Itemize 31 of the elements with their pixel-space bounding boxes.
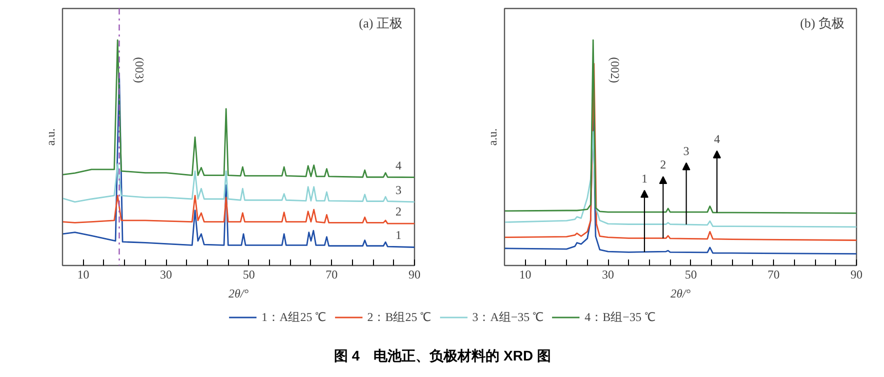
annotation: 2 (660, 158, 666, 172)
x-tick-label: 30 (602, 268, 614, 282)
annotation: 4 (714, 132, 720, 146)
caption: 图 4 电池正、负极材料的 XRD 图 (334, 348, 552, 364)
annotation: 2 (396, 204, 402, 219)
x-tick-label: 30 (160, 268, 172, 282)
x-tick-label: 90 (850, 268, 862, 282)
x-tick-label: 10 (77, 268, 90, 282)
legend-label: 1：A组25 ℃ (262, 308, 326, 326)
chart-title: (a) 正极 (358, 16, 403, 30)
y-axis-title: a.u. (486, 128, 500, 146)
legend-label: 2：B组25 ℃ (367, 308, 432, 326)
legend-label: 3：A组−35 ℃ (472, 308, 544, 326)
annotation: 1 (396, 228, 402, 242)
annotation: 3 (396, 182, 402, 197)
annotation: (002) (608, 57, 622, 84)
x-tick-label: 50 (242, 268, 255, 282)
legend-label: 4：B组−35 ℃ (584, 308, 656, 326)
annotation: 3 (683, 144, 690, 158)
x-axis-title: 2θ/° (228, 286, 249, 300)
x-tick-label: 90 (408, 268, 420, 282)
x-tick-label: 50 (684, 268, 697, 282)
y-axis-title: a.u. (44, 128, 58, 146)
annotation: (003) (132, 57, 147, 84)
x-tick-label: 70 (768, 268, 780, 282)
x-axis-title: 2θ/° (670, 286, 691, 300)
annotation: 1 (641, 171, 648, 186)
chart-title: (b) 负极 (800, 16, 845, 30)
x-tick-label: 10 (519, 268, 532, 282)
x-tick-label: 70 (326, 268, 338, 282)
annotation: 4 (396, 158, 402, 172)
